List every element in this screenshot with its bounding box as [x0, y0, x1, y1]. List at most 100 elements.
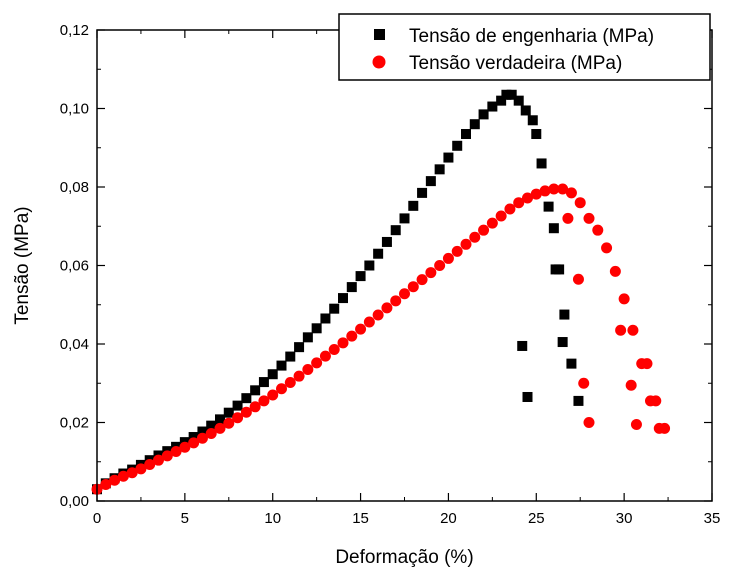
- true-stress-point: [276, 383, 287, 395]
- engineering-stress-point: [487, 101, 498, 112]
- true-stress-point: [572, 273, 584, 285]
- x-tick-label: 25: [528, 510, 545, 527]
- y-tick-label: 0,12: [60, 22, 89, 39]
- engineering-stress-point: [425, 176, 436, 187]
- true-stress-point: [240, 406, 252, 418]
- true-stress-point: [319, 350, 331, 362]
- true-stress-point: [399, 288, 410, 300]
- engineering-stress-point: [417, 187, 428, 198]
- true-stress-point: [179, 441, 191, 453]
- true-stress-point: [659, 422, 671, 434]
- true-stress-point: [478, 224, 490, 236]
- engineering-stress-point: [311, 323, 322, 334]
- true-stress-point: [442, 252, 454, 264]
- legend: Tensão de engenharia (MPa) Tensão verdad…: [338, 13, 711, 81]
- true-stress-point: [513, 197, 525, 209]
- true-stress-point: [641, 358, 653, 370]
- engineering-stress-point: [241, 393, 252, 404]
- engineering-stress-point: [506, 89, 517, 100]
- true-stress-point: [117, 470, 129, 482]
- y-tick-label: 0,10: [60, 101, 89, 118]
- true-stress-point: [328, 343, 340, 355]
- engineering-stress-point: [258, 377, 269, 388]
- true-stress-point: [495, 210, 507, 222]
- engineering-stress-point: [573, 395, 584, 406]
- engineering-stress-point: [285, 351, 296, 362]
- y-tick-label: 0,06: [60, 258, 89, 275]
- legend-label-true-stress: Tensão verdadeira (MPa): [409, 53, 622, 74]
- true-stress-point: [232, 412, 244, 424]
- true-stress-point: [562, 212, 574, 224]
- true-stress-point: [135, 463, 147, 475]
- true-stress-point: [618, 293, 630, 305]
- engineering-stress-point: [550, 264, 561, 275]
- true-stress-point: [416, 274, 428, 286]
- labels-layer: Deformação (%) Tensão (MPa): [12, 206, 474, 568]
- true-stress-point: [126, 467, 138, 479]
- engineering-stress-point: [531, 129, 542, 140]
- true-stress-point: [627, 324, 639, 336]
- x-axis-title: Deformação (%): [335, 547, 473, 568]
- true-stress-point: [267, 389, 279, 401]
- engineering-stress-point: [434, 164, 445, 175]
- x-tick-label: 0: [93, 510, 101, 527]
- engineering-stress-point: [355, 271, 366, 282]
- engineering-stress-point: [536, 158, 547, 169]
- engineering-stress-point: [513, 95, 524, 106]
- true-stress-point: [100, 479, 112, 491]
- engineering-stress-point: [566, 358, 577, 369]
- true-stress-point: [346, 330, 358, 342]
- engineering-stress-point: [461, 129, 471, 140]
- y-tick-label: 0,08: [60, 179, 89, 196]
- true-stress-point: [249, 401, 261, 413]
- engineering-stress-point: [197, 426, 208, 437]
- engineering-stress-point: [373, 248, 384, 259]
- true-stress-point: [469, 231, 481, 243]
- true-stress-point: [451, 245, 463, 257]
- x-tick-label: 20: [440, 510, 457, 527]
- y-axis-title: Tensão (MPa): [12, 206, 33, 324]
- plot-frame: [96, 29, 713, 502]
- true-stress-point: [557, 183, 569, 195]
- true-stress-point: [381, 302, 393, 314]
- engineering-stress-point: [478, 109, 489, 120]
- true-stress-point: [161, 450, 173, 462]
- true-stress-point: [486, 217, 498, 229]
- engineering-stress-point: [527, 115, 538, 126]
- ticks-layer: 0 5 10 15 20 25 30 35 0,00 0,02 0,04 0,06 0,08 0,10 0,…: [60, 22, 721, 527]
- x-tick-label: 10: [264, 510, 281, 527]
- engineering-stress-point: [390, 225, 401, 236]
- true-stress-point: [390, 295, 402, 307]
- true-stress-point: [355, 323, 367, 335]
- true-stress-point: [425, 267, 437, 279]
- engineering-stress-point: [338, 293, 348, 304]
- engineering-stress-point: [267, 369, 278, 380]
- true-stress-point: [284, 376, 296, 388]
- engineering-stress-point: [294, 342, 305, 353]
- y-tick-label: 0,00: [60, 493, 89, 510]
- engineering-stress-point: [276, 360, 287, 371]
- true-stress-point: [372, 309, 384, 321]
- engineering-stress-point: [329, 303, 340, 314]
- legend-label-engineering-stress: Tensão de engenharia (MPa): [409, 26, 654, 47]
- y-tick-label: 0,02: [60, 415, 89, 432]
- true-stress-point: [530, 188, 542, 200]
- true-stress-point: [522, 192, 533, 204]
- true-stress-point: [601, 242, 613, 254]
- engineering-stress-point: [364, 260, 375, 271]
- true-stress-point: [583, 417, 595, 428]
- legend-box: [338, 13, 711, 81]
- engineering-stress-point: [320, 313, 331, 324]
- true-stress-point: [650, 395, 662, 407]
- true-stress-point: [460, 238, 472, 250]
- x-tick-label: 5: [181, 510, 189, 527]
- true-stress-point: [504, 203, 516, 215]
- engineering-stress-point: [452, 140, 463, 151]
- true-stress-point: [578, 377, 590, 389]
- engineering-stress-point: [408, 200, 419, 211]
- engineering-stress-point: [399, 213, 410, 224]
- true-stress-point: [609, 265, 621, 277]
- true-stress-point: [223, 417, 235, 429]
- true-stress-point: [548, 183, 560, 195]
- true-stress-point: [188, 437, 200, 449]
